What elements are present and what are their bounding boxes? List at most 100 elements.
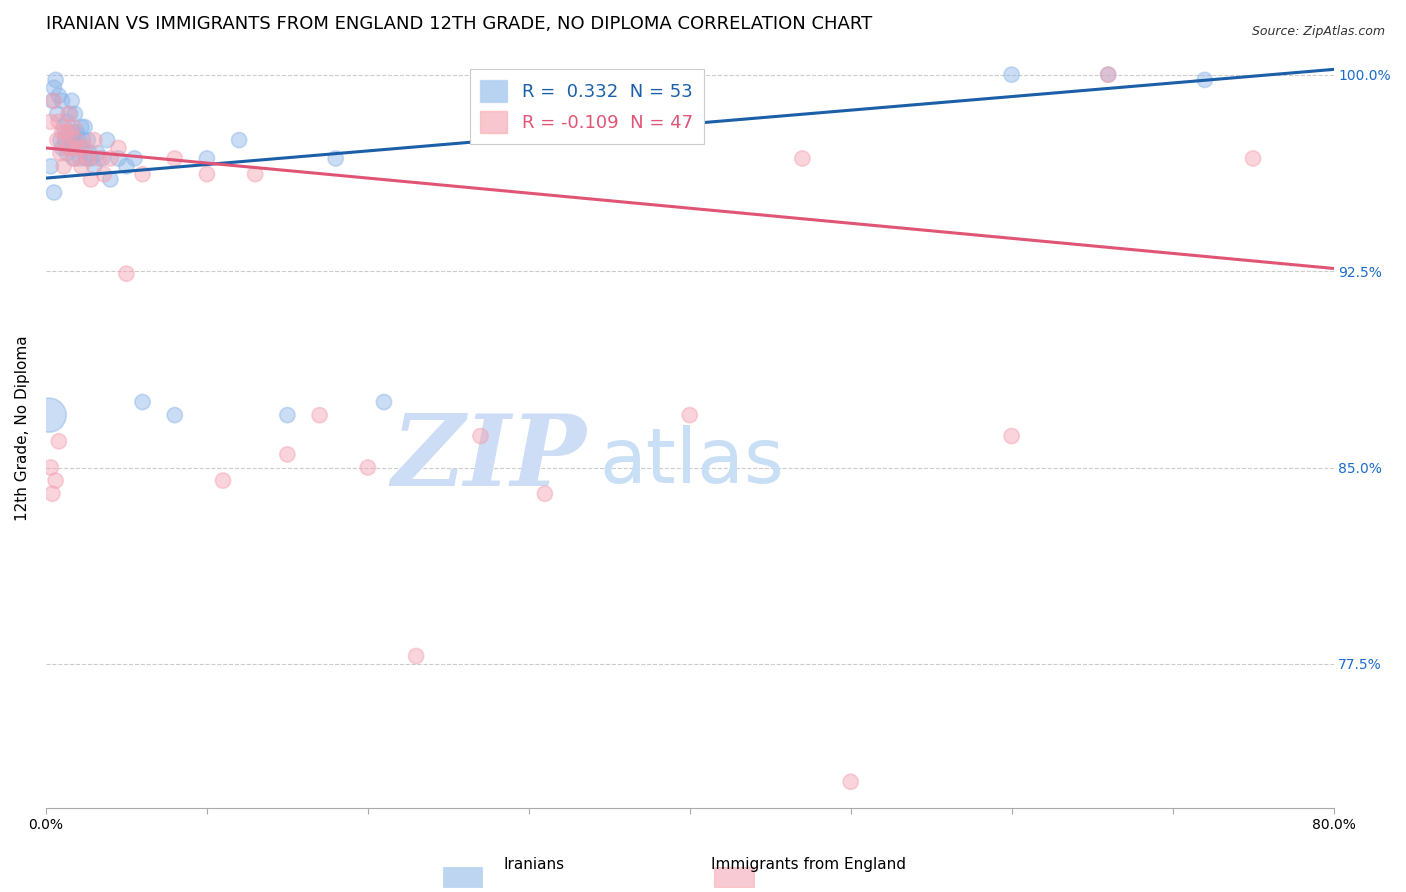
Point — [63, 141, 86, 155]
Point — [62, 125, 84, 139]
Point — [39, 115, 62, 129]
Point — [59, 107, 82, 121]
Point — [1194, 73, 1216, 87]
Point — [48, 434, 70, 449]
Point — [42, 94, 65, 108]
Point — [792, 152, 814, 166]
Point — [80, 172, 103, 186]
Point — [38, 408, 60, 422]
Point — [53, 125, 76, 139]
Point — [65, 125, 87, 139]
Point — [73, 141, 96, 155]
Point — [39, 460, 62, 475]
Point — [91, 152, 114, 166]
Point — [124, 152, 146, 166]
Text: Immigrants from England: Immigrants from England — [711, 857, 905, 872]
Text: atlas: atlas — [599, 425, 785, 500]
Point — [51, 125, 73, 139]
Point — [373, 395, 395, 409]
Point — [70, 159, 93, 173]
Point — [163, 152, 186, 166]
Point — [70, 141, 93, 155]
Point — [1097, 68, 1119, 82]
Text: Source: ZipAtlas.com: Source: ZipAtlas.com — [1251, 25, 1385, 38]
Point — [163, 408, 186, 422]
Text: IRANIAN VS IMMIGRANTS FROM ENGLAND 12TH GRADE, NO DIPLOMA CORRELATION CHART: IRANIAN VS IMMIGRANTS FROM ENGLAND 12TH … — [46, 15, 872, 33]
Point — [245, 167, 267, 181]
Point — [75, 152, 97, 166]
Point — [60, 133, 83, 147]
Text: Iranians: Iranians — [503, 857, 565, 872]
Point — [48, 115, 70, 129]
Point — [52, 159, 75, 173]
Point — [60, 141, 83, 155]
Point — [76, 133, 98, 147]
Point — [79, 146, 101, 161]
Point — [59, 141, 82, 155]
Point — [42, 80, 65, 95]
Point — [276, 408, 298, 422]
Point — [42, 186, 65, 200]
Point — [73, 120, 96, 134]
Point — [80, 152, 103, 166]
Point — [76, 152, 98, 166]
Point — [58, 125, 80, 139]
Point — [98, 152, 121, 166]
Point — [62, 120, 84, 134]
Text: ZIP: ZIP — [392, 410, 586, 507]
Point — [679, 408, 702, 422]
Point — [325, 152, 347, 166]
Point — [276, 447, 298, 461]
Point — [65, 133, 87, 147]
Point — [41, 486, 63, 500]
Point — [46, 133, 69, 147]
Point — [87, 152, 110, 166]
Point — [308, 408, 330, 422]
Point — [52, 120, 75, 134]
Point — [41, 94, 63, 108]
Point — [131, 395, 153, 409]
Point — [470, 429, 492, 443]
Point — [98, 172, 121, 186]
Point — [49, 146, 72, 161]
Point — [45, 73, 67, 87]
Point — [115, 159, 138, 173]
Point — [63, 152, 86, 166]
Point — [39, 159, 62, 173]
Legend: R =  0.332  N = 53, R = -0.109  N = 47: R = 0.332 N = 53, R = -0.109 N = 47 — [470, 69, 704, 144]
Point — [534, 486, 557, 500]
Point — [107, 141, 129, 155]
Point — [69, 152, 91, 166]
Point — [115, 267, 138, 281]
Point — [60, 94, 83, 108]
Point — [1097, 68, 1119, 82]
Point — [67, 141, 90, 155]
Point — [93, 167, 115, 181]
Point — [405, 649, 427, 664]
Point — [56, 146, 79, 161]
Point — [195, 152, 218, 166]
Point — [70, 120, 93, 134]
Point — [58, 107, 80, 121]
Point — [839, 774, 862, 789]
Point — [63, 107, 86, 121]
Point — [46, 107, 69, 121]
Point — [45, 474, 67, 488]
Point — [1001, 68, 1024, 82]
Point — [56, 115, 79, 129]
Y-axis label: 12th Grade, No Diploma: 12th Grade, No Diploma — [15, 335, 30, 521]
Point — [357, 460, 380, 475]
Point — [96, 133, 118, 147]
Point — [228, 133, 250, 147]
Point — [62, 152, 84, 166]
Point — [72, 133, 94, 147]
Point — [59, 125, 82, 139]
Point — [56, 141, 79, 155]
Point — [86, 146, 108, 161]
Point — [131, 167, 153, 181]
Point — [212, 474, 235, 488]
Point — [195, 167, 218, 181]
Point — [83, 133, 105, 147]
Point — [67, 133, 90, 147]
Point — [1001, 429, 1024, 443]
